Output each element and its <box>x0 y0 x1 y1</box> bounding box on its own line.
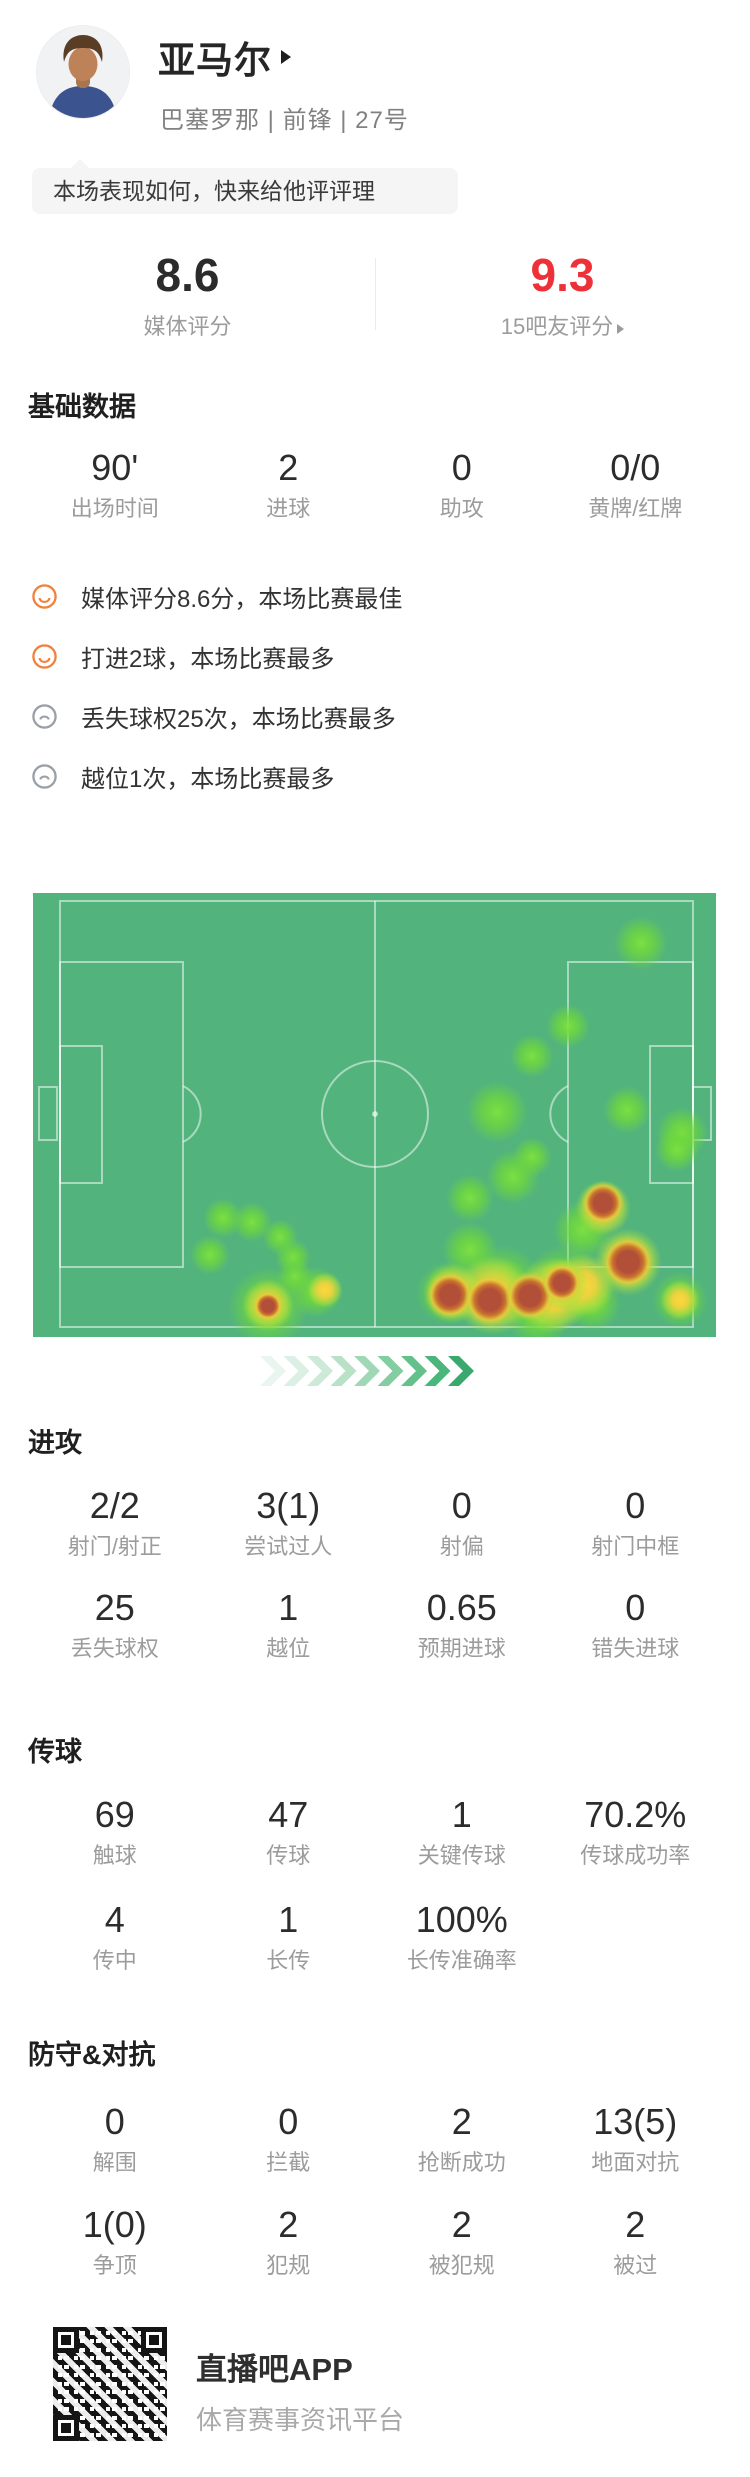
smile-icon <box>32 583 57 609</box>
app-tagline: 体育赛事资讯平台 <box>196 2405 405 2435</box>
chevron-right-icon <box>617 324 625 334</box>
stat-cell: 1 关键传球 <box>417 1794 506 1869</box>
banner-notch <box>70 159 90 169</box>
highlight-item: 打进2球，本场比赛最多 <box>0 626 750 686</box>
stat-cell: 13(5) 地面对抗 <box>591 2101 680 2176</box>
highlight-item: 丢失球权25次，本场比赛最多 <box>0 686 750 746</box>
frown-icon <box>32 763 57 789</box>
stat-cell: 1 越位 <box>266 1587 311 1662</box>
section-title-attack: 进攻 <box>28 1428 82 1458</box>
highlight-text: 打进2球，本场比赛最多 <box>81 645 335 673</box>
defense-stats-row: 0 解围 0 拦截 2 抢断成功 13(5) 地面对抗 <box>28 2102 722 2176</box>
app-name: 直播吧APP <box>196 2352 353 2387</box>
stat-cell: 4 传中 <box>92 1899 137 1974</box>
fans-rating-label: 15吧友评分 <box>375 309 750 341</box>
stat-cell: 70.2% 传球成功率 <box>580 1794 691 1869</box>
stat-cell: 1 长传 <box>266 1899 311 1974</box>
passing-stats-row: 69 触球 47 传球 1 关键传球 70.2% 传球成功率 <box>28 1795 722 1869</box>
highlight-text: 丢失球权25次，本场比赛最多 <box>81 705 396 733</box>
passing-stats-row: 4 传中 1 长传 100% 长传准确率 <box>28 1900 722 1974</box>
stat-cell: 0 射偏 <box>439 1485 484 1560</box>
frown-icon <box>32 703 57 729</box>
highlight-item: 媒体评分8.6分，本场比赛最佳 <box>0 566 750 626</box>
stat-cell: 0 拦截 <box>266 2101 311 2176</box>
stat-cell: 47 传球 <box>266 1794 311 1869</box>
stat-cell: 25 丢失球权 <box>70 1587 159 1662</box>
highlight-item: 越位1次，本场比赛最多 <box>0 746 750 806</box>
highlight-text: 媒体评分8.6分，本场比赛最佳 <box>81 585 403 613</box>
stat-cell: 0/0 黄牌/红牌 <box>588 447 683 522</box>
stat-cell: 3(1) 尝试过人 <box>244 1485 333 1560</box>
stat-cell: 100% 长传准确率 <box>406 1899 517 1974</box>
qr-finder <box>53 2415 79 2441</box>
attack-stats-row: 25 丢失球权 1 越位 0.65 预期进球 0 错失进球 <box>28 1588 722 1662</box>
stat-cell: 90' 出场时间 <box>70 447 159 522</box>
chevron-right-icon <box>281 50 291 64</box>
defense-stats-row: 1(0) 争顶 2 犯规 2 被犯规 2 被过 <box>28 2205 722 2279</box>
fans-rating[interactable]: 9.3 15吧友评分 <box>375 250 750 342</box>
qr-finder <box>53 2327 79 2353</box>
divider <box>375 258 376 330</box>
media-rating-value: 8.6 <box>155 249 220 301</box>
smile-icon <box>32 643 57 669</box>
stat-cell: 0 助攻 <box>439 447 484 522</box>
player-name-row[interactable]: 亚马尔 <box>158 30 291 84</box>
rate-prompt-banner[interactable]: 本场表现如何，快来给他评评理 <box>32 168 458 214</box>
highlight-text: 越位1次，本场比赛最多 <box>81 765 335 793</box>
player-meta: 巴塞罗那 | 前锋 | 27号 <box>160 107 409 134</box>
attack-stats-row: 2/2 射门/射正 3(1) 尝试过人 0 射偏 0 射门中框 <box>28 1486 722 1560</box>
stat-cell: 1(0) 争顶 <box>82 2204 147 2279</box>
player-name: 亚马尔 <box>158 40 272 81</box>
stat-cell: 0.65 预期进球 <box>417 1587 506 1662</box>
ratings-section: 8.6 媒体评分 9.3 15吧友评分 <box>0 250 750 342</box>
stat-cell: 69 触球 <box>92 1794 137 1869</box>
stat-cell: 2/2 射门/射正 <box>67 1485 162 1560</box>
fans-rating-value: 9.3 <box>530 249 595 301</box>
basic-stats-row: 90' 出场时间 2 进球 0 助攻 0/0 黄牌/红牌 <box>28 448 722 522</box>
stat-cell: 2 被过 <box>613 2204 658 2279</box>
stat-cell: 0 射门中框 <box>591 1485 680 1560</box>
player-photo <box>37 26 129 118</box>
stat-cell: 0 解围 <box>92 2101 137 2176</box>
heatmap-pitch <box>33 893 716 1337</box>
stat-cell: 2 进球 <box>266 447 311 522</box>
qr-finder <box>141 2327 167 2353</box>
section-title-passing: 传球 <box>28 1737 82 1767</box>
heatmap-blobs <box>190 916 708 1337</box>
stat-cell: 2 被犯规 <box>428 2204 495 2279</box>
section-title-defense: 防守&对抗 <box>28 2040 156 2070</box>
stat-cell <box>549 1900 723 1974</box>
qr-code <box>53 2327 167 2441</box>
media-rating-label: 媒体评分 <box>143 314 232 339</box>
stat-cell: 2 抢断成功 <box>417 2101 506 2176</box>
media-rating: 8.6 媒体评分 <box>0 250 375 342</box>
stat-cell: 0 错失进球 <box>591 1587 680 1662</box>
highlights-list: 媒体评分8.6分，本场比赛最佳 打进2球，本场比赛最多 丢失球权25次，本场比赛… <box>0 566 750 806</box>
stat-cell: 2 犯规 <box>266 2204 311 2279</box>
section-title-basic: 基础数据 <box>28 392 136 422</box>
attack-direction-chevrons <box>260 1356 474 1386</box>
avatar[interactable] <box>36 25 130 119</box>
